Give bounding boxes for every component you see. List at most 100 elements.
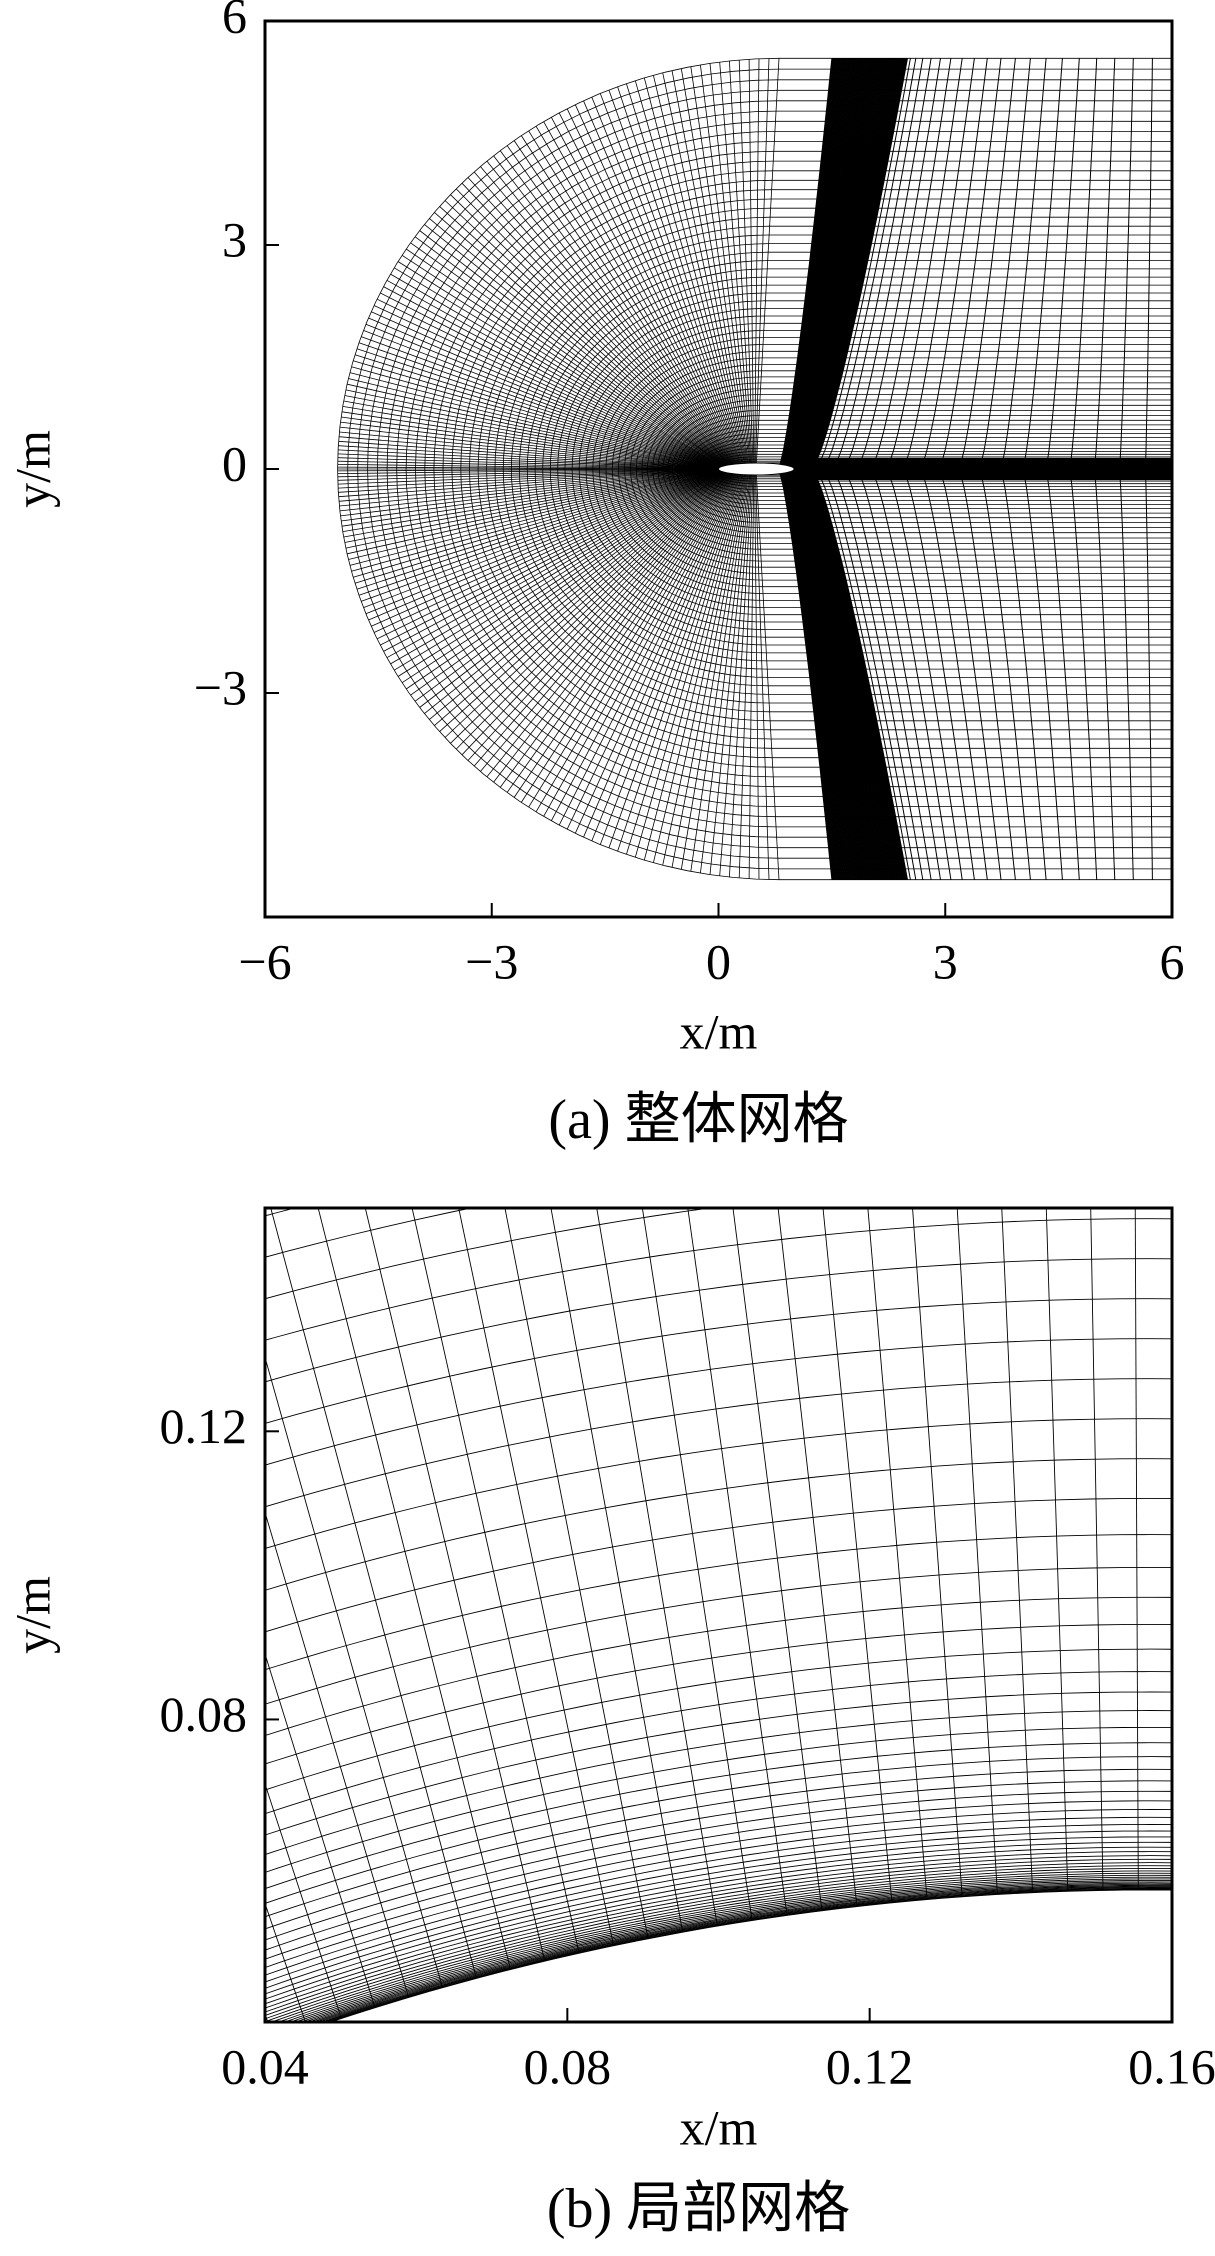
mesh-line bbox=[356, 348, 721, 469]
mesh-line bbox=[729, 60, 753, 465]
mesh-line bbox=[424, 471, 727, 714]
mesh-line bbox=[732, 1208, 823, 1911]
mesh-line bbox=[558, 472, 738, 826]
mesh-line bbox=[265, 1648, 1172, 1791]
mesh-line bbox=[314, 1884, 1172, 2022]
mesh-line bbox=[617, 473, 743, 852]
mesh-line bbox=[265, 1846, 1172, 2000]
mesh-line bbox=[265, 1790, 1172, 1941]
mesh-line bbox=[450, 194, 729, 467]
mesh-line bbox=[405, 471, 725, 690]
mesh-line bbox=[444, 200, 728, 467]
mesh-line bbox=[729, 473, 753, 878]
mesh-line bbox=[414, 236, 726, 467]
mesh-line bbox=[353, 469, 720, 578]
mesh-line bbox=[322, 1887, 1172, 2022]
mesh-line bbox=[342, 469, 719, 532]
mesh-line bbox=[455, 471, 729, 750]
mesh-line bbox=[719, 62, 752, 465]
mesh-line bbox=[486, 472, 732, 778]
mesh-line bbox=[342, 406, 719, 469]
mesh-line bbox=[311, 1883, 1172, 2022]
mesh-line bbox=[348, 378, 720, 469]
mesh-line bbox=[520, 135, 735, 466]
mesh-line bbox=[347, 469, 720, 555]
x-axis-label: x/m bbox=[680, 1003, 758, 1059]
mesh-line bbox=[265, 1865, 1172, 2020]
mesh-line bbox=[294, 1878, 1172, 2022]
mesh-line bbox=[528, 130, 736, 466]
mesh-line bbox=[528, 472, 736, 808]
y-tick-label: 3 bbox=[222, 211, 247, 267]
mesh-line bbox=[265, 1836, 1172, 1989]
mesh-line bbox=[626, 83, 744, 465]
x-tick-label: 0.04 bbox=[221, 2038, 309, 2094]
mesh-line bbox=[513, 472, 734, 798]
mesh-line bbox=[265, 1780, 1172, 1930]
mesh-line bbox=[265, 1534, 1172, 1671]
mesh-line bbox=[265, 1858, 1172, 2013]
mesh bbox=[337, 57, 1172, 881]
x-tick-label: 0.16 bbox=[1128, 2038, 1215, 2094]
mesh-line bbox=[343, 400, 720, 469]
mesh-line bbox=[709, 473, 751, 875]
mesh-line bbox=[424, 224, 727, 467]
mesh-line bbox=[535, 125, 736, 466]
mesh-line bbox=[338, 445, 719, 470]
mesh-line bbox=[329, 1889, 1172, 2022]
mesh-line bbox=[822, 1208, 893, 1903]
mesh-line bbox=[755, 58, 770, 465]
mesh-line bbox=[405, 248, 725, 467]
mesh-line bbox=[419, 230, 726, 467]
mesh-line bbox=[386, 470, 723, 659]
mesh-line bbox=[337, 468, 719, 478]
mesh-line bbox=[473, 471, 731, 767]
mesh-line bbox=[373, 470, 722, 633]
mesh-line bbox=[634, 473, 745, 858]
mesh-line bbox=[566, 472, 739, 830]
mesh-line bbox=[700, 64, 750, 465]
mesh-line bbox=[653, 75, 746, 465]
mesh-line bbox=[535, 472, 736, 813]
mesh-line bbox=[345, 389, 720, 469]
mesh-line bbox=[513, 140, 734, 466]
mesh-line bbox=[265, 1830, 1172, 1983]
mesh-line bbox=[543, 121, 737, 466]
mesh-line bbox=[363, 470, 721, 608]
mesh-line bbox=[506, 145, 734, 466]
mesh-line bbox=[690, 473, 750, 872]
mesh-line bbox=[467, 177, 730, 467]
mesh-line bbox=[506, 472, 734, 793]
mesh-line bbox=[317, 1885, 1172, 2022]
mesh-line bbox=[558, 112, 738, 466]
mesh-line bbox=[439, 206, 728, 467]
mesh-line bbox=[265, 1862, 1172, 2017]
mesh-line bbox=[680, 473, 749, 870]
x-axis-label: x/m bbox=[680, 2099, 758, 2155]
mesh-line bbox=[700, 473, 750, 874]
mesh-line bbox=[386, 279, 723, 468]
mesh-line bbox=[599, 93, 742, 466]
y-axis-label: y/m bbox=[4, 1576, 60, 1654]
mesh-line bbox=[383, 286, 723, 468]
mesh-line bbox=[354, 469, 721, 584]
mesh-line bbox=[265, 1851, 1172, 2005]
mesh-line bbox=[265, 1510, 410, 1998]
mesh-line bbox=[265, 1566, 1172, 1705]
mesh-line bbox=[376, 298, 723, 468]
mesh-line bbox=[299, 1879, 1172, 2022]
plot-frame bbox=[263, 1206, 1174, 2024]
mesh-line bbox=[574, 104, 740, 466]
mesh-line bbox=[303, 1881, 1172, 2022]
mesh-line bbox=[419, 471, 726, 708]
wake bbox=[794, 457, 1172, 481]
mesh-line bbox=[754, 473, 760, 880]
mesh-line bbox=[473, 171, 731, 467]
mesh-line bbox=[626, 473, 744, 855]
mesh-line bbox=[411, 1208, 580, 1954]
mesh-line bbox=[265, 1867, 1172, 2022]
mesh-line bbox=[754, 58, 760, 465]
mesh-line bbox=[709, 63, 751, 465]
mesh-line bbox=[325, 1888, 1172, 2022]
mesh-line bbox=[643, 473, 746, 861]
